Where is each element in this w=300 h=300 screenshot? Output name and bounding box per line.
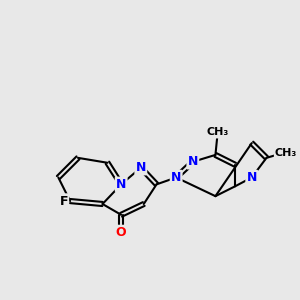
Text: F: F (59, 195, 68, 208)
Text: N: N (116, 178, 126, 191)
Text: O: O (116, 226, 127, 239)
Text: N: N (136, 161, 146, 174)
Text: N: N (247, 171, 257, 184)
Text: CH₃: CH₃ (275, 148, 297, 158)
Text: N: N (188, 155, 198, 168)
Text: CH₃: CH₃ (206, 127, 229, 137)
Text: N: N (171, 171, 181, 184)
